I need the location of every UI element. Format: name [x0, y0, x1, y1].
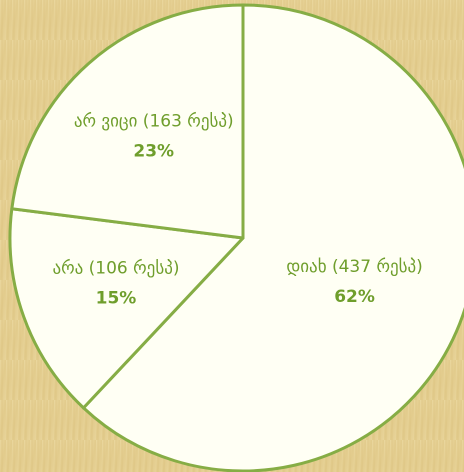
slice-value-label: 23% [133, 142, 174, 162]
slice-label: არ ვიცი (163 რესპ) [74, 112, 234, 132]
slice-value-label: 15% [96, 289, 137, 309]
pie-slice [10, 3, 245, 240]
pie-slice [82, 3, 464, 472]
slice-label: დიახ (437 რესპ) [286, 257, 422, 277]
slice-value-label: 62% [334, 287, 375, 307]
pie-slice [8, 207, 245, 410]
pie: დიახ (437 რესპ) 62% არა (106 რესპ) 15% არ ვი… [8, 3, 464, 472]
slice-label: არა (106 რესპ) [52, 259, 179, 279]
